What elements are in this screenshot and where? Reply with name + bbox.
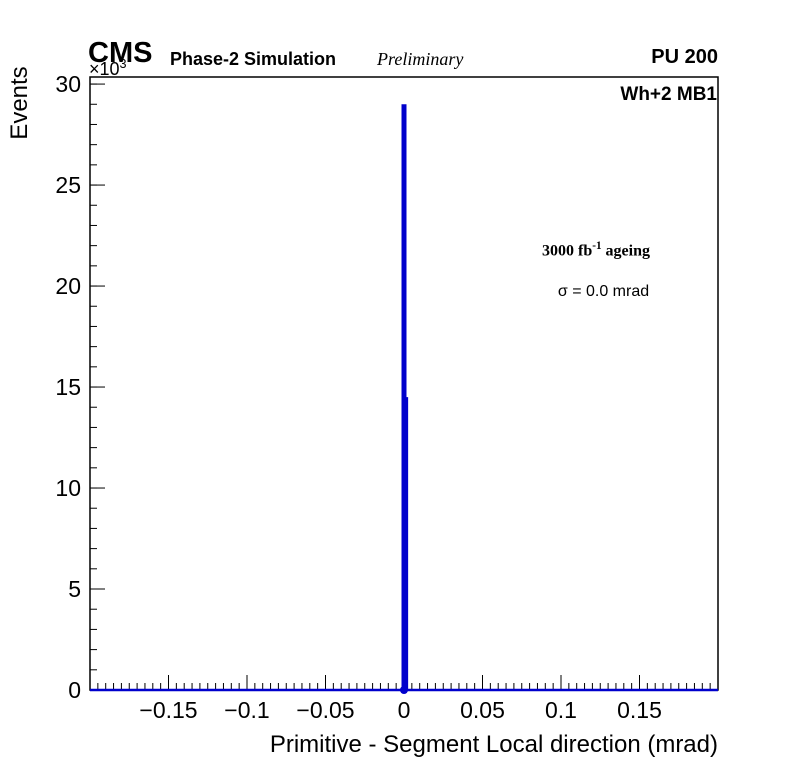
lumi-suffix: ageing <box>601 242 650 260</box>
x-tick-label: −0.05 <box>296 697 354 723</box>
phase2-simulation-label: Phase-2 Simulation <box>170 49 337 69</box>
lumi-prefix: 3000 fb <box>541 242 593 260</box>
y-axis-exponent: ×103 <box>89 57 127 80</box>
y-axis-title: Events <box>6 66 33 139</box>
y-tick-label: 30 <box>55 71 81 97</box>
x-tick-label: 0.1 <box>545 697 577 723</box>
y-exponent-base: ×10 <box>89 59 120 79</box>
y-tick-label: 0 <box>68 677 81 703</box>
y-tick-label: 10 <box>55 475 81 501</box>
x-tick-label: 0.15 <box>617 697 662 723</box>
data-marker <box>400 686 408 694</box>
x-tick-label: 0.05 <box>460 697 505 723</box>
cms-logo: CMS <box>88 37 153 69</box>
x-axis-title: Primitive - Segment Local direction (mra… <box>270 731 718 758</box>
y-tick-label: 25 <box>55 172 81 198</box>
y-tick-label: 5 <box>68 576 81 602</box>
x-tick-label: 0 <box>398 697 411 723</box>
x-tick-label: −0.1 <box>224 697 269 723</box>
preliminary-label: Preliminary <box>377 49 464 69</box>
lumi-exponent: -1 <box>592 240 602 252</box>
luminosity-ageing-label: 3000 fb-1 ageing <box>506 240 686 260</box>
chamber-label: Wh+2 MB1 <box>620 84 717 105</box>
sigma-label: σ = 0.0 mrad <box>557 283 650 300</box>
y-exponent-power: 3 <box>119 57 127 71</box>
pileup-label: PU 200 <box>651 46 718 68</box>
x-tick-label: −0.15 <box>139 697 197 723</box>
y-tick-label: 15 <box>55 374 81 400</box>
y-tick-label: 20 <box>55 273 81 299</box>
